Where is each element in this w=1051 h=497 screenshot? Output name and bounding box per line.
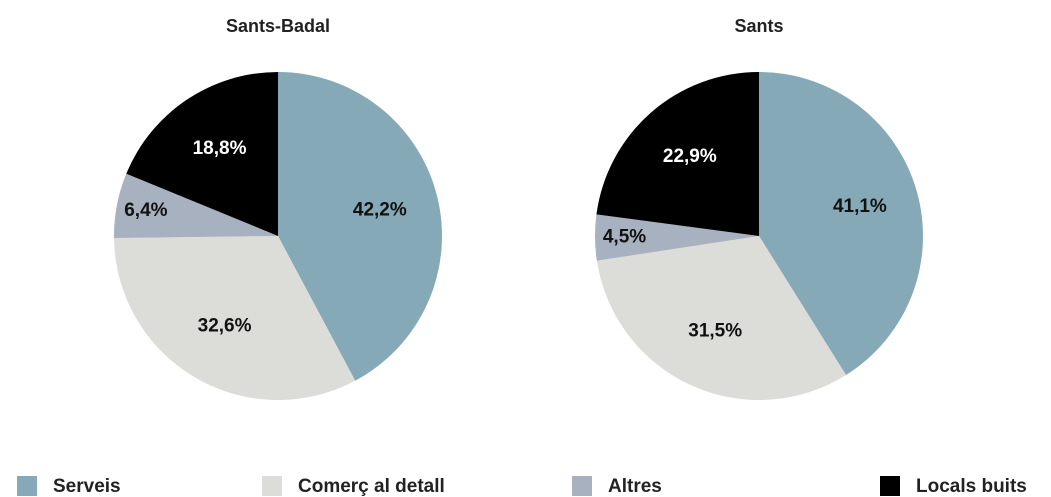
pie-slice [114, 236, 356, 400]
pie-title: Sants [734, 16, 783, 36]
slice-label: 4,5% [603, 226, 646, 247]
legend-swatch [262, 476, 282, 496]
slice-label: 31,5% [688, 320, 742, 341]
pie-slice [126, 72, 278, 236]
legend-label: Altres [608, 476, 662, 497]
slice-label: 6,4% [124, 200, 167, 221]
pie-slice [595, 214, 759, 261]
legend-label: Comerç al detall [298, 476, 445, 497]
pie-slice [278, 72, 442, 381]
slice-label: 22,9% [663, 146, 717, 167]
pie-title: Sants-Badal [226, 16, 330, 36]
legend-label: Locals buits [916, 476, 1027, 497]
slice-label: 42,2% [353, 200, 407, 221]
pie-slice [759, 72, 923, 376]
slice-label: 18,8% [193, 138, 247, 159]
legend-label: Serveis [53, 476, 121, 497]
legend-swatch [17, 476, 37, 496]
legend-swatch [572, 476, 592, 496]
slice-label: 32,6% [198, 315, 252, 336]
pie-slice [596, 72, 759, 236]
pie-slice [114, 173, 278, 239]
slice-label: 41,1% [833, 196, 887, 217]
pie-slice [596, 236, 847, 401]
legend-swatch [880, 476, 900, 496]
